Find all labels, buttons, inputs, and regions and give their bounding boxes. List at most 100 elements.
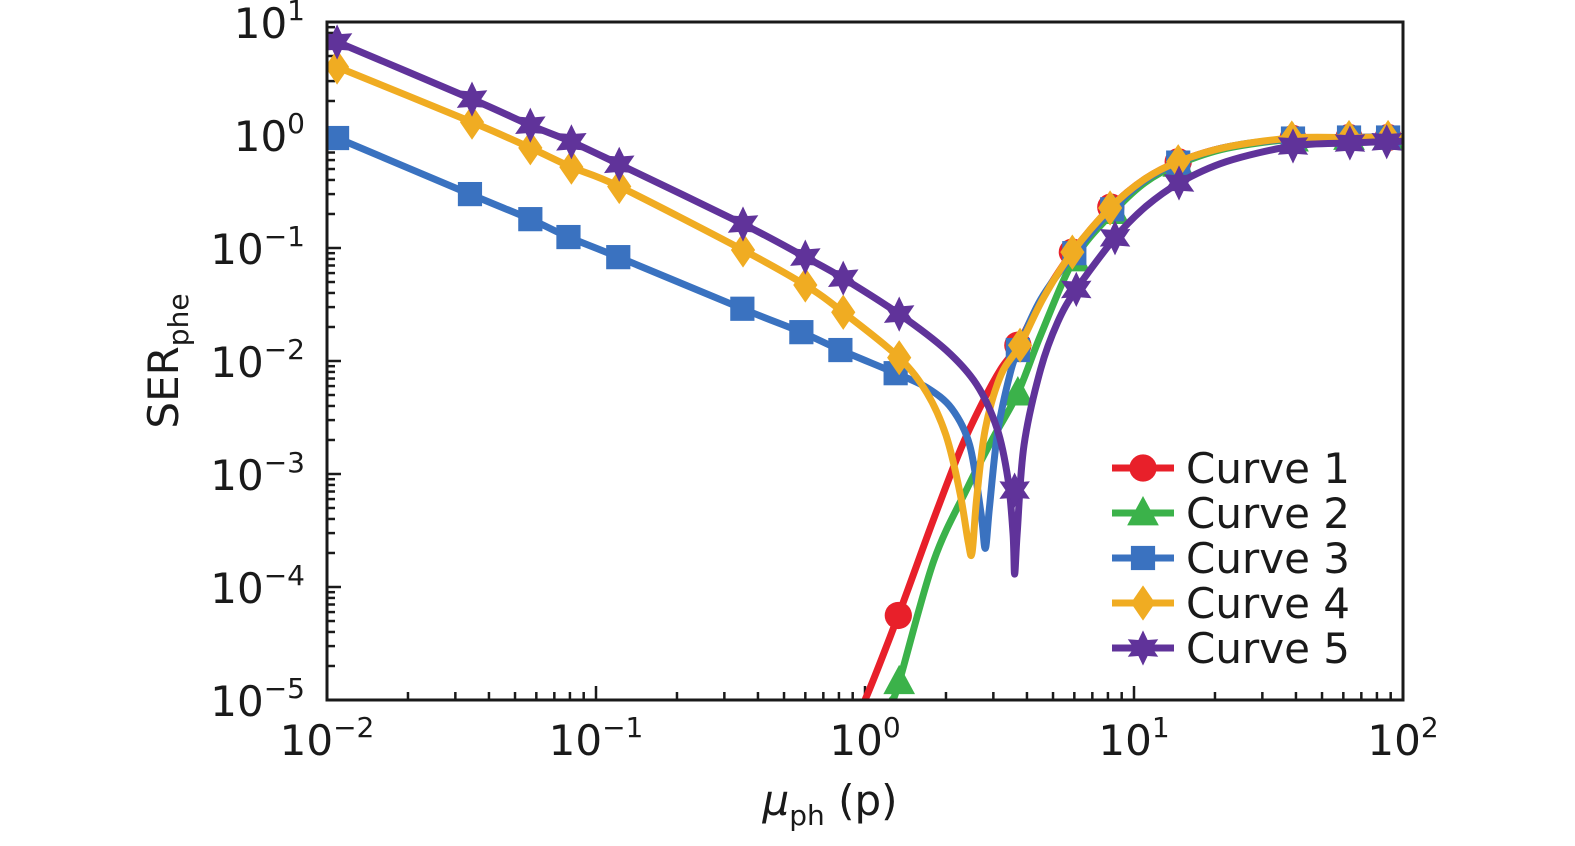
data-point	[831, 294, 856, 330]
data-point	[1099, 220, 1131, 256]
x-tick-exponent: −2	[333, 711, 374, 744]
y-axis-label: SERphe	[139, 293, 195, 428]
data-point	[790, 239, 821, 275]
data-point	[556, 124, 587, 160]
legend-label: Curve 5	[1186, 624, 1350, 673]
plot-frame	[325, 20, 1405, 702]
legend-item: Curve 5	[1112, 624, 1350, 673]
x-tick-label: 100	[829, 711, 900, 765]
y-tick-exponent: −4	[264, 559, 305, 592]
legend-label: Curve 2	[1186, 489, 1350, 538]
x-tick-label: 101	[1098, 711, 1169, 765]
x-tick-exponent: −1	[602, 711, 643, 744]
x-tick-base: 10	[549, 716, 602, 765]
x-axis-label-suffix: (p)	[825, 776, 898, 825]
y-tick-label: 10−3	[210, 446, 305, 500]
data-point	[456, 81, 488, 117]
series-layer	[327, 24, 1403, 700]
legend-item: Curve 2	[1112, 489, 1350, 538]
y-tick-base: 10	[210, 225, 263, 274]
x-tick-label: 10−1	[549, 711, 644, 765]
legend-marker-icon	[1130, 585, 1156, 621]
x-tick-label: 102	[1367, 711, 1438, 765]
y-tick-base: 10	[234, 112, 287, 161]
x-tick-base: 10	[829, 716, 882, 765]
x-tick-base: 10	[1367, 716, 1420, 765]
legend-item: Curve 4	[1112, 579, 1350, 628]
data-point	[556, 224, 581, 250]
axes: 10−2 10−1 100 101 10210110010−110−210−310−41…	[210, 0, 1438, 765]
data-point	[730, 296, 755, 321]
data-point	[1002, 376, 1034, 406]
legend-label: Curve 3	[1186, 534, 1350, 583]
data-point	[1098, 190, 1123, 226]
data-point	[793, 267, 818, 303]
data-point	[883, 664, 916, 695]
data-point	[604, 146, 635, 182]
x-axis-label-main: μ	[761, 776, 789, 825]
data-point	[883, 296, 915, 332]
data-point	[1163, 165, 1195, 201]
y-tick-exponent: 0	[287, 107, 305, 140]
y-tick-label: 101	[234, 0, 305, 48]
legend-item: Curve 1	[1112, 444, 1350, 493]
y-tick-exponent: −3	[264, 446, 305, 479]
y-tick-label: 10−5	[210, 672, 305, 726]
axis-labels: μph (p) SERphe	[139, 293, 898, 832]
data-point	[730, 232, 756, 268]
data-point	[459, 104, 485, 140]
data-point	[457, 181, 483, 207]
y-tick-label: 10−2	[210, 333, 305, 387]
x-tick-label: 10−2	[280, 711, 375, 765]
y-tick-label: 100	[234, 107, 305, 161]
data-point	[789, 320, 814, 345]
x-tick-exponent: 0	[883, 711, 901, 744]
legend-marker-icon	[1127, 495, 1159, 526]
x-tick-exponent: 1	[1152, 711, 1170, 744]
data-point	[518, 130, 543, 166]
series-5	[327, 24, 1403, 578]
legend-label: Curve 1	[1186, 444, 1350, 493]
data-point	[327, 49, 350, 85]
legend-marker-icon	[1130, 545, 1156, 571]
data-point	[887, 340, 912, 376]
data-point	[1007, 327, 1033, 363]
y-tick-base: 10	[210, 564, 263, 613]
data-point	[828, 260, 859, 296]
legend-marker-icon	[1127, 630, 1159, 666]
x-tick-base: 10	[280, 716, 333, 765]
data-point	[518, 207, 543, 232]
y-tick-label: 10−1	[210, 220, 305, 274]
legend-label: Curve 4	[1186, 579, 1350, 628]
data-point	[1061, 271, 1092, 307]
data-point	[828, 337, 853, 363]
data-point	[559, 149, 584, 185]
y-tick-exponent: −5	[264, 672, 305, 705]
y-tick-base: 10	[210, 451, 263, 500]
data-point	[1371, 124, 1402, 160]
data-point	[884, 601, 912, 630]
x-axis-label: μph (p)	[761, 776, 897, 832]
data-point	[999, 472, 1030, 508]
x-tick-exponent: 2	[1421, 711, 1439, 744]
y-tick-exponent: −2	[264, 333, 305, 366]
y-axis-label-main: SER	[139, 346, 188, 428]
data-point	[515, 107, 546, 143]
y-axis-label-sub: phe	[162, 293, 195, 346]
data-point	[327, 125, 350, 151]
data-point	[606, 245, 631, 270]
data-point	[327, 24, 353, 60]
legend-item: Curve 3	[1112, 534, 1350, 583]
y-tick-base: 10	[210, 677, 263, 726]
y-tick-exponent: 1	[287, 0, 305, 27]
y-tick-label: 10−4	[210, 559, 305, 613]
legend-marker-icon	[1129, 454, 1157, 482]
y-tick-base: 10	[234, 0, 287, 48]
y-tick-exponent: −1	[264, 220, 305, 253]
data-point	[1334, 125, 1366, 161]
y-tick-base: 10	[210, 338, 263, 387]
data-point	[1166, 144, 1191, 180]
data-point	[1060, 234, 1085, 270]
